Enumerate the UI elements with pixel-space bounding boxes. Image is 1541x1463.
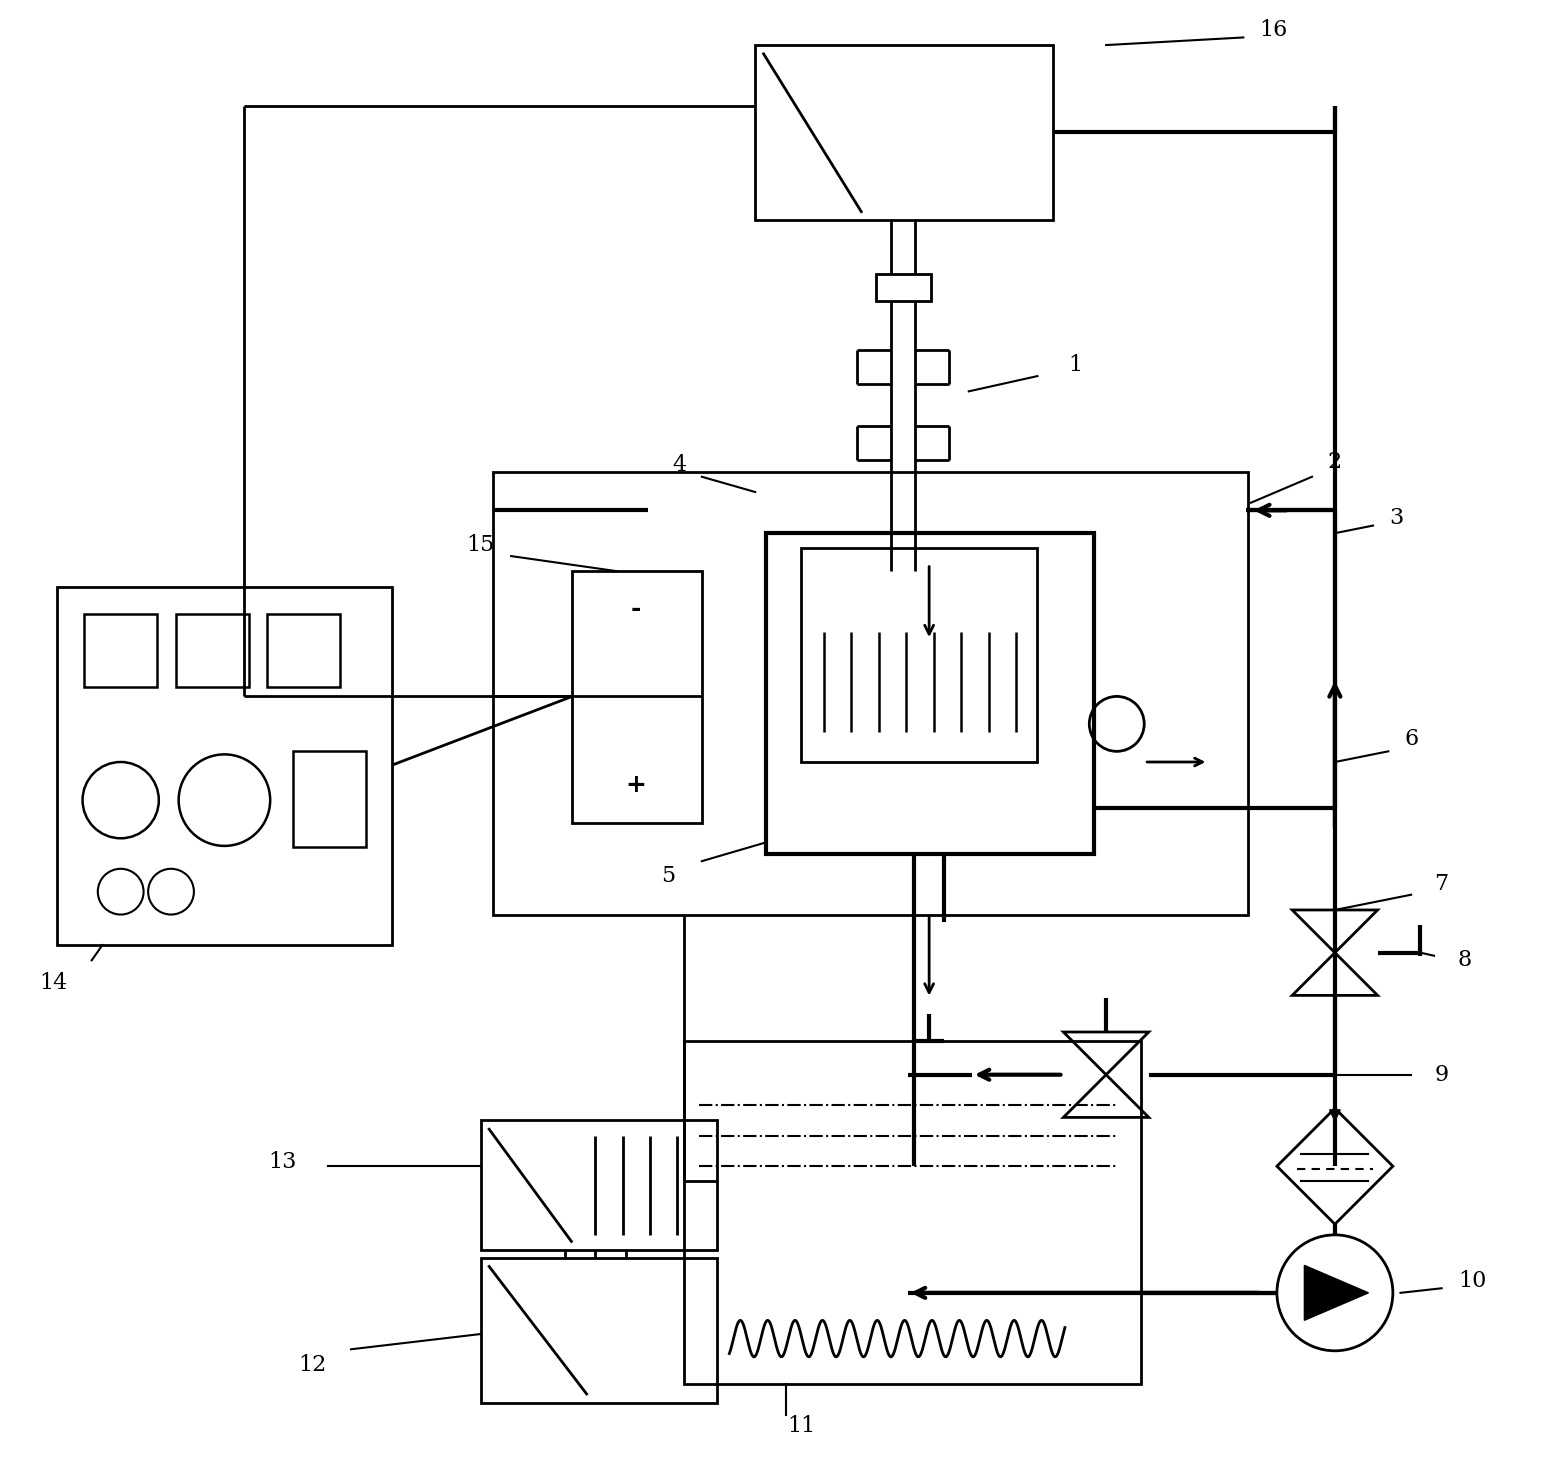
- Bar: [684, 1042, 1142, 1384]
- Text: 9: 9: [1435, 1064, 1449, 1086]
- Text: -: -: [632, 597, 641, 622]
- Text: 12: 12: [299, 1353, 327, 1375]
- Circle shape: [1277, 1235, 1393, 1350]
- Bar: [57, 587, 393, 945]
- Bar: [267, 614, 341, 688]
- Text: 6: 6: [1404, 729, 1418, 751]
- Text: 5: 5: [661, 866, 675, 888]
- Bar: [875, 274, 931, 301]
- Text: 2: 2: [1328, 451, 1342, 473]
- Text: 16: 16: [1259, 19, 1288, 41]
- Text: 3: 3: [1388, 508, 1402, 530]
- Polygon shape: [1304, 1265, 1368, 1320]
- Text: 15: 15: [467, 534, 495, 556]
- Text: 8: 8: [1458, 949, 1472, 971]
- Bar: [766, 533, 1094, 853]
- Bar: [572, 572, 701, 824]
- Text: 11: 11: [787, 1415, 815, 1437]
- Bar: [481, 1121, 717, 1249]
- Text: 10: 10: [1458, 1270, 1487, 1292]
- Bar: [481, 1258, 717, 1403]
- Bar: [176, 614, 248, 688]
- Text: 14: 14: [40, 973, 68, 995]
- Bar: [801, 549, 1037, 762]
- Bar: [85, 614, 157, 688]
- Bar: [755, 45, 1053, 221]
- Text: 13: 13: [268, 1151, 296, 1173]
- Text: +: +: [626, 772, 647, 797]
- Text: 4: 4: [672, 454, 686, 475]
- Text: 7: 7: [1435, 873, 1449, 895]
- Bar: [293, 752, 367, 847]
- Bar: [493, 473, 1248, 914]
- Text: 1: 1: [1068, 354, 1083, 376]
